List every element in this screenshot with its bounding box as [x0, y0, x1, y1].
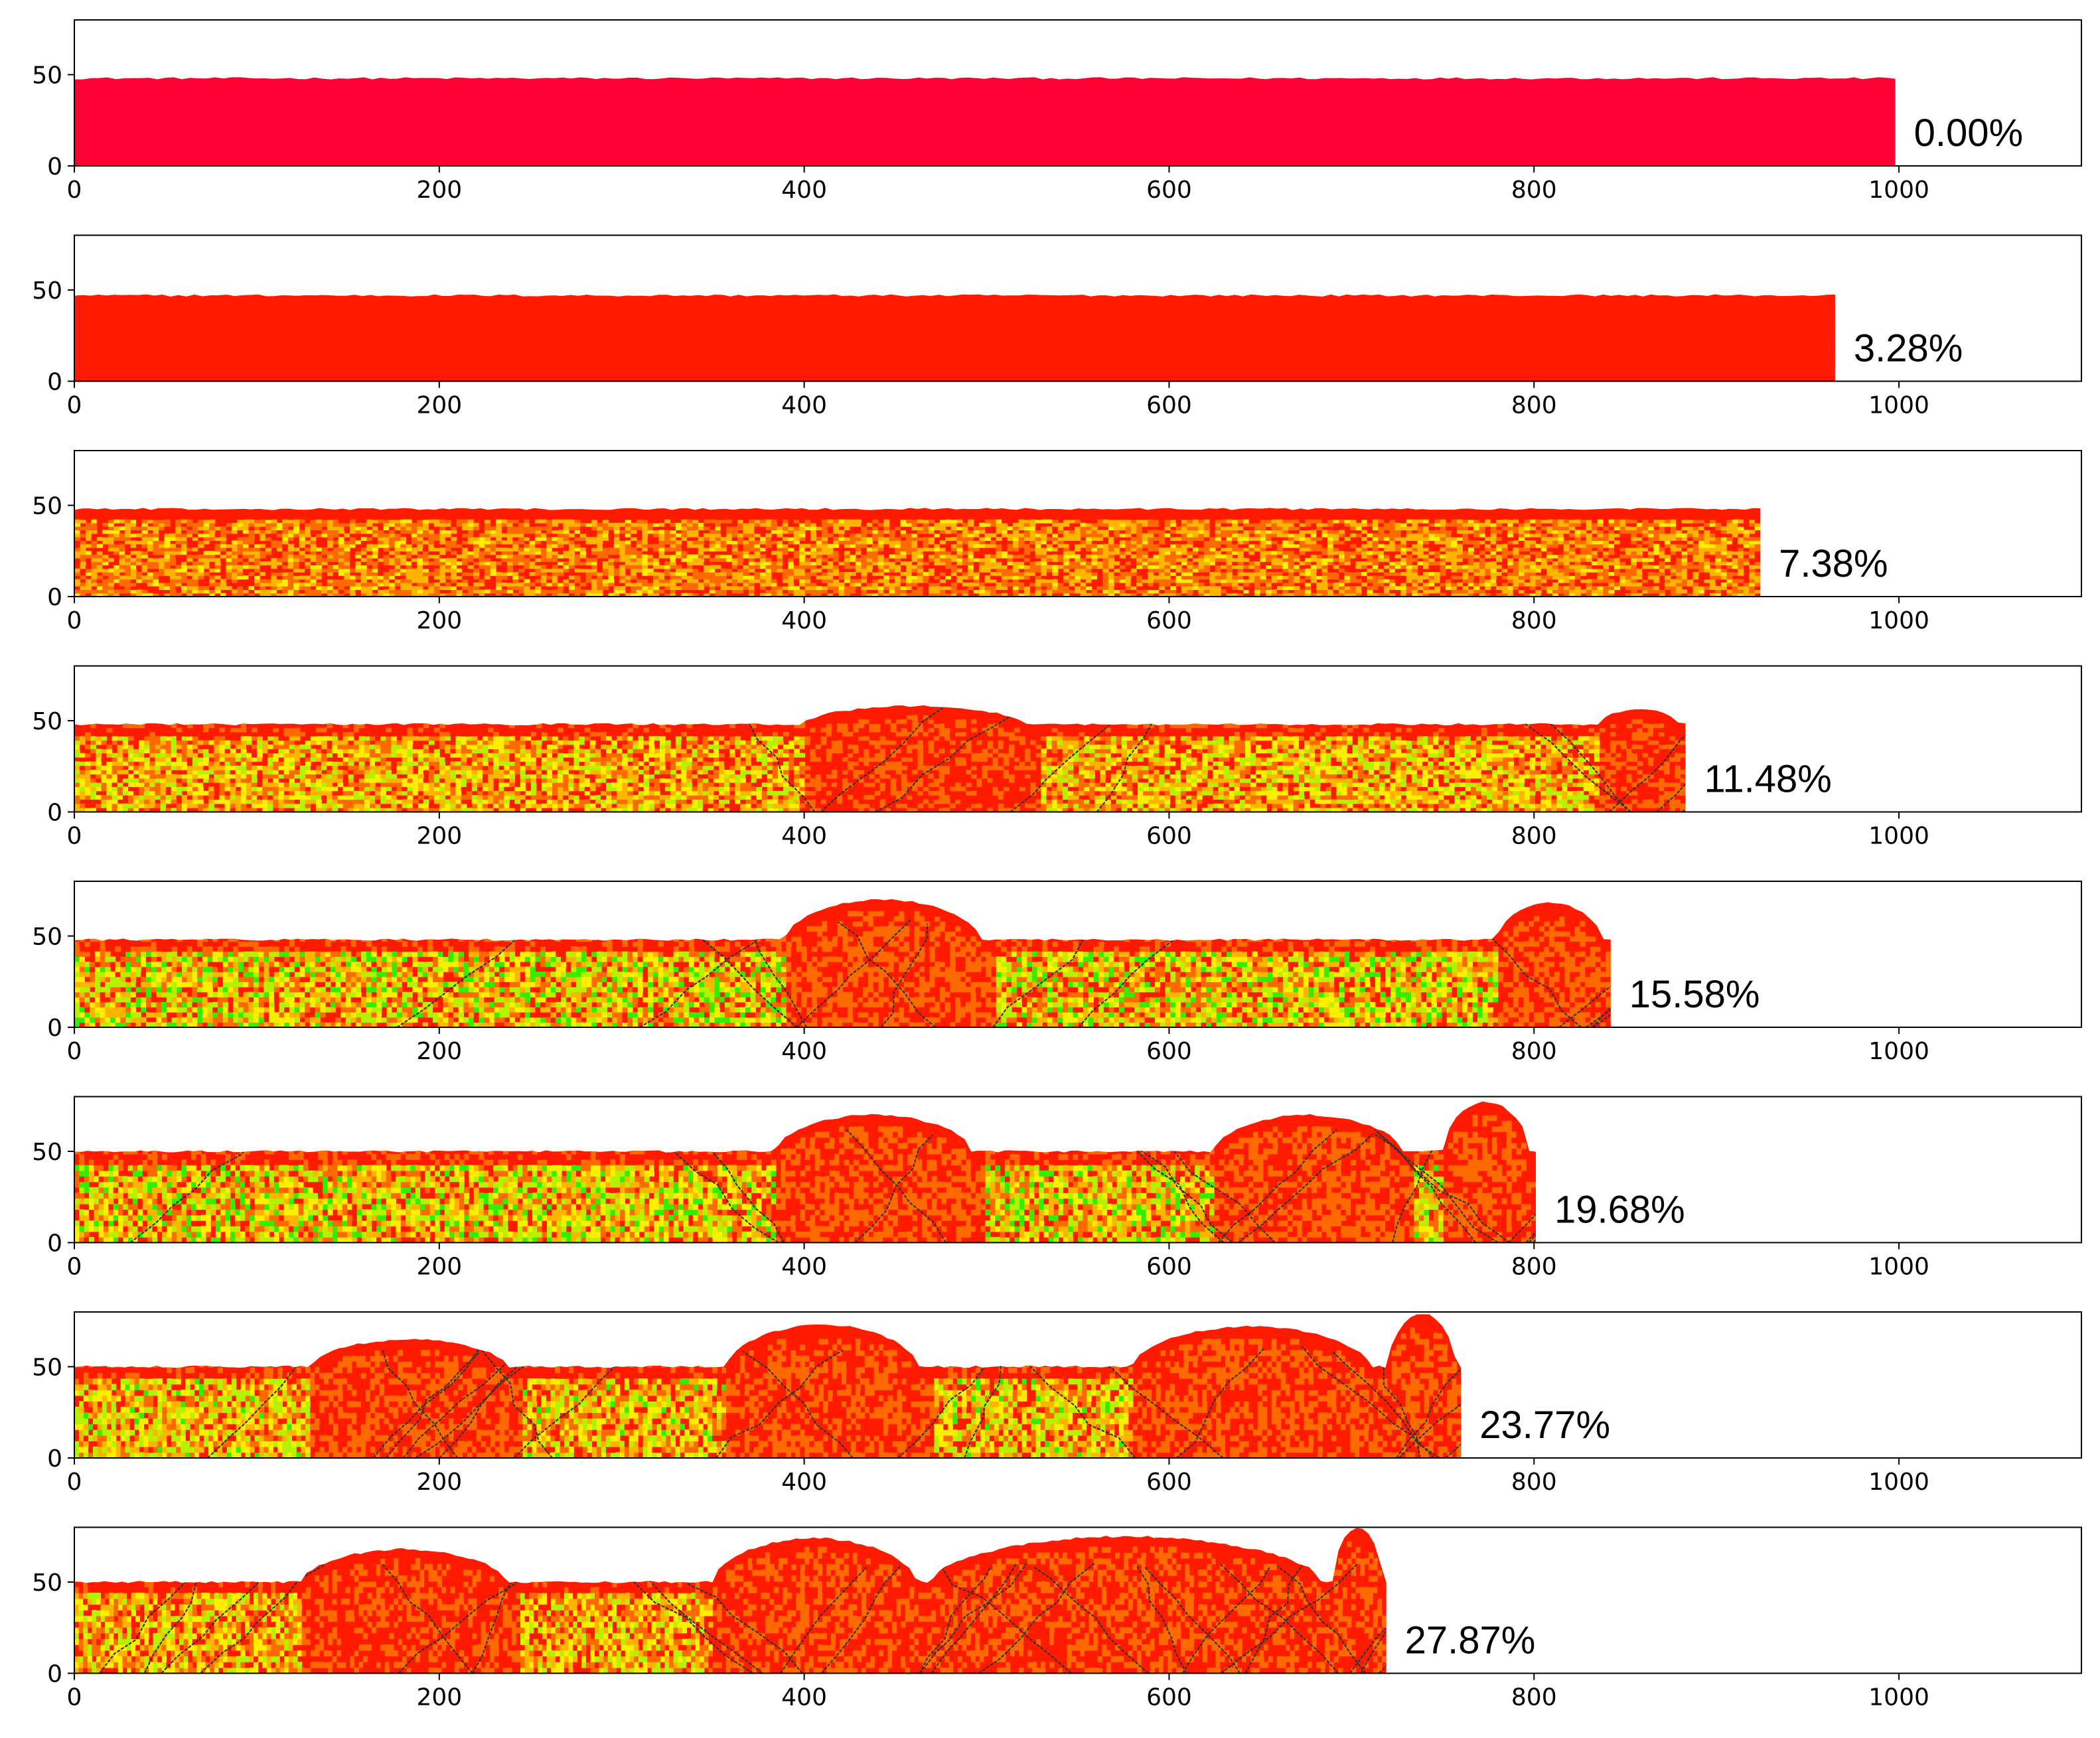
x-tick-label: 400: [781, 177, 827, 204]
x-tick-label: 200: [416, 1469, 462, 1496]
panel-7: 0 200 400 600 800 1000 0 50 27.87%: [32, 1526, 2082, 1711]
x-tick-label: 1000: [1868, 1684, 1929, 1711]
axes-frame: [74, 1526, 2082, 1674]
panel-4: 0 200 400 600 800 1000 0 50 15.58%: [32, 881, 2082, 1065]
x-tick-label: 600: [1146, 1038, 1192, 1065]
axes-frame: [74, 665, 2082, 813]
x-tick-label: 600: [1146, 607, 1192, 634]
strain-texture: [74, 294, 1835, 382]
panel-1: 0 200 400 600 800 1000 0 50 3.28%: [32, 234, 2082, 419]
x-tick-label: 600: [1146, 823, 1192, 850]
x-tick-label: 600: [1146, 392, 1192, 419]
x-tick-label: 200: [416, 823, 462, 850]
x-tick-label: 800: [1511, 1684, 1557, 1711]
y-tick-label: 0: [47, 1661, 62, 1688]
x-tick-label: 0: [67, 392, 82, 419]
strain-texture: [74, 1101, 1536, 1243]
x-tick-label: 1000: [1868, 1038, 1929, 1065]
y-tick-label: 50: [32, 708, 62, 735]
panel-0: 0 200 400 600 800 1000 0 50 0.00%: [32, 19, 2082, 204]
x-tick-label: 200: [416, 1684, 462, 1711]
x-tick-label: 1000: [1868, 392, 1929, 419]
x-tick-label: 400: [781, 392, 827, 419]
x-tick-label: 1000: [1868, 607, 1929, 634]
strain-label: 15.58%: [1629, 973, 1760, 1016]
x-tick-label: 200: [416, 607, 462, 634]
y-tick-label: 50: [32, 277, 62, 305]
strain-texture: [74, 705, 1686, 812]
x-tick-label: 400: [781, 607, 827, 634]
x-tick-label: 800: [1511, 607, 1557, 634]
strain-label: 3.28%: [1854, 327, 1963, 370]
panel-2: 0 200 400 600 800 1000 0 50 7.38%: [32, 450, 2082, 634]
panel-3: 0 200 400 600 800 1000 0 50 11.48%: [32, 665, 2082, 850]
strain-label: 7.38%: [1779, 542, 1888, 585]
y-tick-label: 0: [47, 1015, 62, 1042]
x-tick-label: 800: [1511, 1038, 1557, 1065]
axes-frame: [74, 234, 2082, 382]
y-tick-label: 50: [32, 62, 62, 90]
y-tick-label: 0: [47, 153, 62, 181]
x-tick-label: 400: [781, 1469, 827, 1496]
x-tick-label: 800: [1511, 823, 1557, 850]
x-tick-label: 0: [67, 177, 82, 204]
x-tick-label: 200: [416, 392, 462, 419]
axes-frame: [74, 881, 2082, 1028]
y-tick-label: 0: [47, 584, 62, 611]
panel-5: 0 200 400 600 800 1000 0 50 19.68%: [32, 1096, 2082, 1281]
y-tick-label: 0: [47, 1445, 62, 1473]
strain-label: 0.00%: [1914, 111, 2023, 155]
x-tick-label: 1000: [1868, 177, 1929, 204]
cracks: [129, 1129, 1536, 1243]
axes-frame: [74, 19, 2082, 167]
x-tick-label: 0: [67, 1254, 82, 1281]
x-tick-label: 200: [416, 1038, 462, 1065]
x-tick-label: 400: [781, 1038, 827, 1065]
x-tick-label: 800: [1511, 392, 1557, 419]
x-tick-label: 200: [416, 1254, 462, 1281]
strain-texture: [74, 508, 1761, 597]
specimen-fill: [74, 77, 1896, 167]
x-tick-label: 1000: [1868, 823, 1929, 850]
cracks: [99, 1560, 1387, 1674]
y-tick-label: 0: [47, 800, 62, 827]
panel-6: 0 200 400 600 800 1000 0 50 23.77%: [32, 1311, 2082, 1496]
x-tick-label: 0: [67, 1038, 82, 1065]
x-tick-label: 800: [1511, 177, 1557, 204]
y-tick-label: 0: [47, 1230, 62, 1258]
x-tick-label: 600: [1146, 1469, 1192, 1496]
y-tick-label: 50: [32, 1139, 62, 1166]
x-tick-label: 800: [1511, 1469, 1557, 1496]
x-tick-label: 800: [1511, 1254, 1557, 1281]
strain-label: 27.87%: [1405, 1619, 1536, 1662]
x-tick-label: 0: [67, 1469, 82, 1496]
x-tick-label: 600: [1146, 1684, 1192, 1711]
x-tick-label: 200: [416, 177, 462, 204]
x-tick-label: 600: [1146, 1254, 1192, 1281]
y-tick-label: 50: [32, 1354, 62, 1382]
x-tick-label: 400: [781, 1254, 827, 1281]
x-tick-label: 0: [67, 1684, 82, 1711]
panels: 0 200 400 600 800 1000 0 50 0.00% 0 200 400 600 800 10…: [32, 19, 2082, 1711]
x-tick-label: 600: [1146, 177, 1192, 204]
x-tick-label: 0: [67, 823, 82, 850]
strain-texture: [74, 899, 1611, 1027]
y-tick-label: 50: [32, 1569, 62, 1597]
x-tick-label: 400: [781, 823, 827, 850]
strain-label: 11.48%: [1704, 758, 1831, 801]
x-tick-label: 1000: [1868, 1254, 1929, 1281]
axes-frame: [74, 1096, 2082, 1244]
axes-frame: [74, 1311, 2082, 1459]
strain-label: 19.68%: [1554, 1189, 1685, 1232]
axes-frame: [74, 450, 2082, 597]
strain-label: 23.77%: [1479, 1404, 1610, 1447]
x-tick-label: 0: [67, 607, 82, 634]
x-tick-label: 400: [781, 1684, 827, 1711]
y-tick-label: 50: [32, 924, 62, 951]
y-tick-label: 0: [47, 369, 62, 396]
y-tick-label: 50: [32, 493, 62, 520]
x-tick-label: 1000: [1868, 1469, 1929, 1496]
